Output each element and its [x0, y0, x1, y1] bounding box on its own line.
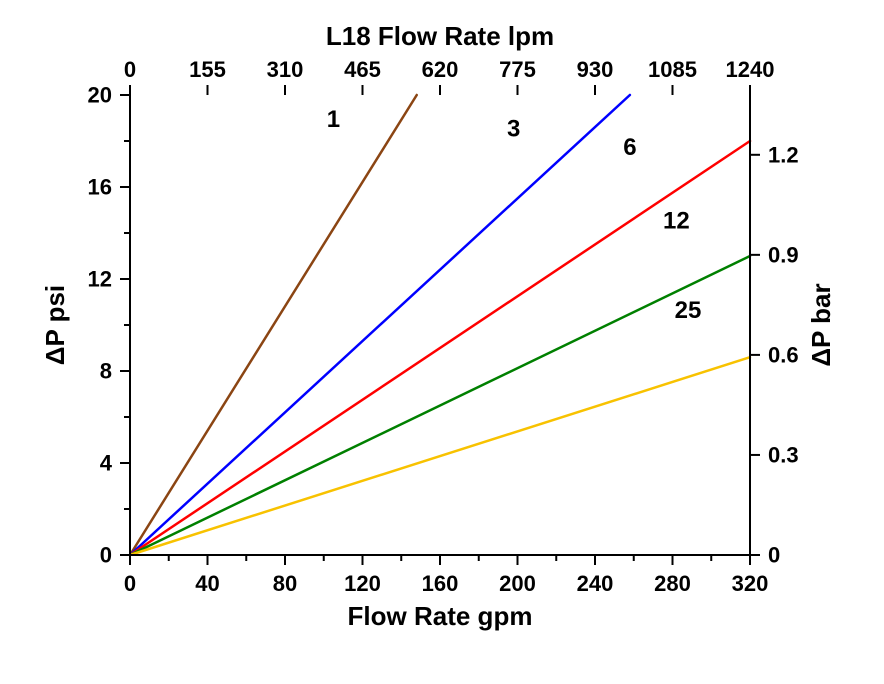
tick-label-bottom: 160 — [422, 571, 459, 596]
axis-title-top: L18 Flow Rate lpm — [326, 21, 554, 51]
tick-label-top: 1240 — [726, 57, 775, 82]
axis-title-right: ΔP bar — [806, 283, 836, 366]
series-label-1: 1 — [327, 106, 340, 133]
series-label-25: 25 — [675, 297, 702, 324]
tick-label-top: 930 — [577, 57, 614, 82]
tick-label-right: 0 — [768, 543, 780, 568]
tick-label-right: 0.6 — [768, 343, 799, 368]
tick-label-left: 0 — [100, 543, 112, 568]
tick-label-top: 0 — [124, 57, 136, 82]
tick-label-left: 8 — [100, 359, 112, 384]
tick-label-bottom: 40 — [195, 571, 219, 596]
tick-label-top: 155 — [189, 57, 226, 82]
tick-label-left: 4 — [100, 451, 113, 476]
series-label-6: 6 — [623, 134, 636, 161]
tick-label-right: 0.9 — [768, 243, 799, 268]
tick-label-bottom: 200 — [499, 571, 536, 596]
tick-label-bottom: 320 — [732, 571, 769, 596]
pressure-flow-chart: 04080120160200240280320Flow Rate gpm0481… — [0, 0, 884, 684]
tick-label-bottom: 80 — [273, 571, 297, 596]
tick-label-top: 310 — [267, 57, 304, 82]
chart-container: 04080120160200240280320Flow Rate gpm0481… — [0, 0, 884, 684]
tick-label-top: 465 — [344, 57, 381, 82]
tick-label-bottom: 120 — [344, 571, 381, 596]
tick-label-bottom: 240 — [577, 571, 614, 596]
series-label-3: 3 — [507, 115, 520, 142]
tick-label-top: 775 — [499, 57, 536, 82]
tick-label-left: 16 — [88, 175, 112, 200]
tick-label-right: 0.3 — [768, 443, 799, 468]
tick-label-left: 12 — [88, 267, 112, 292]
tick-label-right: 1.2 — [768, 143, 799, 168]
tick-label-top: 1085 — [648, 57, 697, 82]
tick-label-left: 20 — [88, 83, 112, 108]
tick-label-bottom: 280 — [654, 571, 691, 596]
axis-title-bottom: Flow Rate gpm — [348, 601, 533, 631]
axis-title-left: ΔP psi — [40, 285, 70, 365]
tick-label-bottom: 0 — [124, 571, 136, 596]
series-label-12: 12 — [663, 207, 690, 234]
tick-label-top: 620 — [422, 57, 459, 82]
